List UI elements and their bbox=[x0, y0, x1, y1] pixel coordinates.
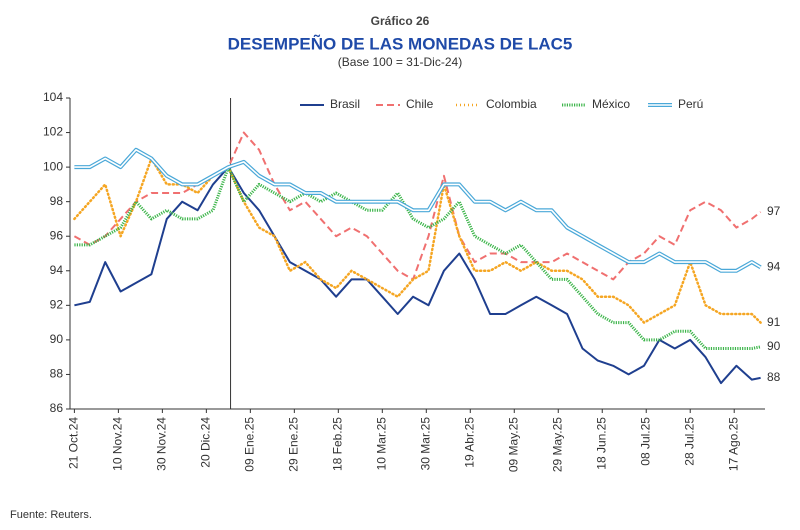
series-line bbox=[73, 157, 762, 324]
x-tick-label: 09 Ene.25 bbox=[243, 417, 257, 472]
x-tick-label: 30 Nov.24 bbox=[155, 417, 169, 471]
y-tick-label: 98 bbox=[50, 194, 64, 208]
legend-label: Colombia bbox=[486, 97, 537, 111]
y-tick-label: 94 bbox=[50, 263, 64, 277]
x-tick-label: 18 Jun.25 bbox=[594, 417, 608, 470]
x-tick-label: 28 Jul.25 bbox=[682, 417, 696, 466]
end-label: 91 bbox=[767, 315, 781, 329]
y-tick-label: 104 bbox=[43, 90, 63, 104]
legend-label: Brasil bbox=[330, 97, 360, 111]
source-note: Fuente: Reuters. bbox=[10, 509, 92, 521]
x-tick-label: 09 May.25 bbox=[506, 417, 520, 472]
chart-subtitle: (Base 100 = 31-Dic-24) bbox=[338, 55, 462, 69]
x-tick-label: 08 Jul.25 bbox=[638, 417, 652, 466]
x-tick-label: 18 Feb.25 bbox=[330, 417, 344, 471]
chart-kicker: Gráfico 26 bbox=[371, 14, 430, 28]
end-label: 94 bbox=[767, 259, 781, 273]
end-label: 97 bbox=[767, 204, 781, 218]
x-tick-label: 20 Dic.24 bbox=[199, 417, 213, 468]
legend-label: Perú bbox=[678, 97, 703, 111]
x-tick-label: 30 Mar.25 bbox=[418, 417, 432, 471]
series-line bbox=[73, 131, 762, 281]
y-tick-label: 88 bbox=[50, 367, 64, 381]
x-tick-label: 10 Nov.24 bbox=[111, 417, 125, 471]
y-tick-label: 92 bbox=[50, 298, 64, 312]
y-tick-label: 100 bbox=[43, 159, 63, 173]
y-tick-label: 86 bbox=[50, 401, 64, 415]
y-tick-label: 90 bbox=[50, 332, 64, 346]
series-line bbox=[74, 166, 761, 385]
chart-title: DESEMPEÑO DE LAS MONEDAS DE LAC5 bbox=[228, 33, 573, 53]
x-tick-label: 17 Ago.25 bbox=[726, 417, 740, 471]
end-label: 88 bbox=[767, 370, 781, 384]
x-tick-label: 21 Oct.24 bbox=[67, 417, 81, 469]
x-tick-label: 10 Mar.25 bbox=[374, 417, 388, 471]
x-tick-label: 29 Ene.25 bbox=[287, 417, 301, 472]
x-tick-label: 19 Abr.25 bbox=[462, 417, 476, 468]
series-line bbox=[74, 165, 761, 350]
y-tick-label: 102 bbox=[43, 125, 63, 139]
y-tick-label: 96 bbox=[50, 228, 64, 242]
x-tick-label: 29 May.25 bbox=[550, 417, 564, 472]
legend-label: México bbox=[592, 97, 630, 111]
end-label: 90 bbox=[767, 339, 781, 353]
line-inner bbox=[74, 149, 762, 272]
legend-label: Chile bbox=[406, 97, 434, 111]
